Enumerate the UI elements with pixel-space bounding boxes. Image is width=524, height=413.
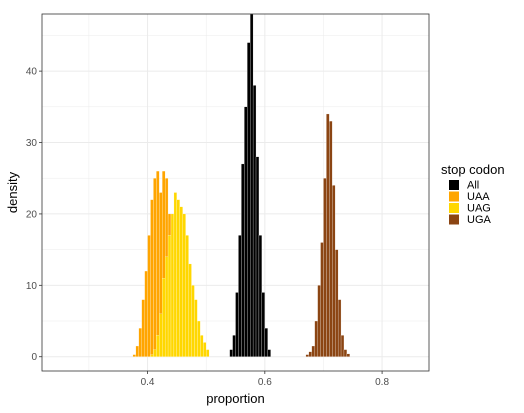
histogram-bar (135, 345, 139, 357)
histogram-bar (258, 235, 263, 357)
histogram-bar (153, 349, 157, 357)
histogram-bar (162, 278, 166, 357)
legend-key-uag (449, 203, 459, 213)
histogram-bar (311, 345, 315, 357)
histogram-bar (326, 113, 330, 357)
histogram-bar (346, 353, 350, 357)
histogram-bar (320, 242, 324, 357)
histogram-bar (150, 354, 154, 357)
histogram-bar (176, 199, 180, 357)
series-uga (305, 113, 350, 357)
histogram-bar (141, 299, 145, 357)
histogram-bar (159, 313, 163, 357)
histogram-bar (235, 292, 239, 357)
histogram-bar (308, 351, 312, 357)
histogram-bar (264, 328, 268, 357)
y-tick-label: 40 (26, 67, 38, 78)
legend-label-uga: UGA (467, 214, 492, 226)
histogram-bar (156, 170, 160, 357)
histogram-bar (340, 335, 345, 357)
histogram-bar (182, 213, 186, 357)
histogram-bar (232, 335, 236, 357)
histogram-bar (206, 349, 210, 357)
histogram-bar (150, 199, 154, 357)
histogram-bar (179, 206, 183, 357)
histogram-bar (185, 235, 189, 357)
histogram-bar (247, 42, 251, 357)
x-axis: 0.4 0.6 0.8 (141, 371, 389, 388)
grid-lines (42, 14, 429, 371)
histogram-bar (252, 85, 257, 357)
y-axis-title: density (5, 171, 20, 213)
histogram-bar (156, 335, 160, 357)
histogram-bar (329, 120, 333, 357)
legend-label-uag: UAG (467, 203, 491, 215)
x-axis-title: proportion (206, 391, 265, 406)
histogram-bar (165, 256, 169, 357)
histogram-bar (197, 320, 201, 357)
histogram-bar (332, 185, 336, 357)
panel-border (41, 13, 430, 372)
y-tick-label: 30 (26, 138, 38, 149)
histogram-bars (132, 13, 350, 357)
histogram-bar (138, 328, 142, 357)
series-uag (150, 192, 210, 357)
x-tick-label: 0.6 (258, 377, 272, 388)
histogram-bar (343, 349, 348, 357)
y-tick-label: 20 (26, 209, 38, 220)
histogram-bar (144, 270, 148, 357)
y-tick-label: 0 (31, 352, 37, 363)
histogram-bar (337, 299, 342, 357)
histogram-bar (314, 320, 318, 357)
y-tick-label: 10 (26, 281, 38, 292)
histogram-bar (170, 213, 175, 357)
histogram-bar (323, 178, 327, 357)
histogram-bar (241, 163, 245, 357)
histogram-bar (229, 349, 233, 357)
legend-title: stop codon (441, 162, 505, 177)
histogram-bar (167, 235, 172, 357)
x-tick-label: 0.4 (141, 377, 155, 388)
histogram-bar (255, 156, 260, 357)
histogram-bar (147, 235, 151, 357)
histogram-bar (267, 349, 271, 357)
y-axis: 0 10 20 30 40 (26, 67, 42, 363)
histogram-bar (335, 249, 339, 357)
histogram-bar (191, 285, 195, 357)
histogram-bar (194, 299, 198, 357)
histogram-bar (238, 235, 242, 357)
histogram-bar (261, 292, 265, 357)
legend-key-all (449, 180, 459, 190)
histogram-bar (132, 354, 136, 357)
histogram-bar (153, 178, 157, 357)
x-tick-label: 0.8 (375, 377, 389, 388)
histogram-bar (244, 106, 248, 357)
histogram-bar (250, 13, 254, 357)
histogram-bar (173, 192, 177, 357)
histogram-bar (317, 285, 321, 357)
legend-key-uaa (449, 191, 459, 202)
legend-key-uga (449, 214, 459, 225)
histogram-bar (203, 342, 207, 357)
histogram-bar (200, 335, 204, 357)
legend-label-all: All (467, 180, 479, 192)
histogram-bar (305, 354, 309, 357)
legend-label-uaa: UAA (467, 191, 490, 203)
histogram-bar (188, 263, 192, 357)
